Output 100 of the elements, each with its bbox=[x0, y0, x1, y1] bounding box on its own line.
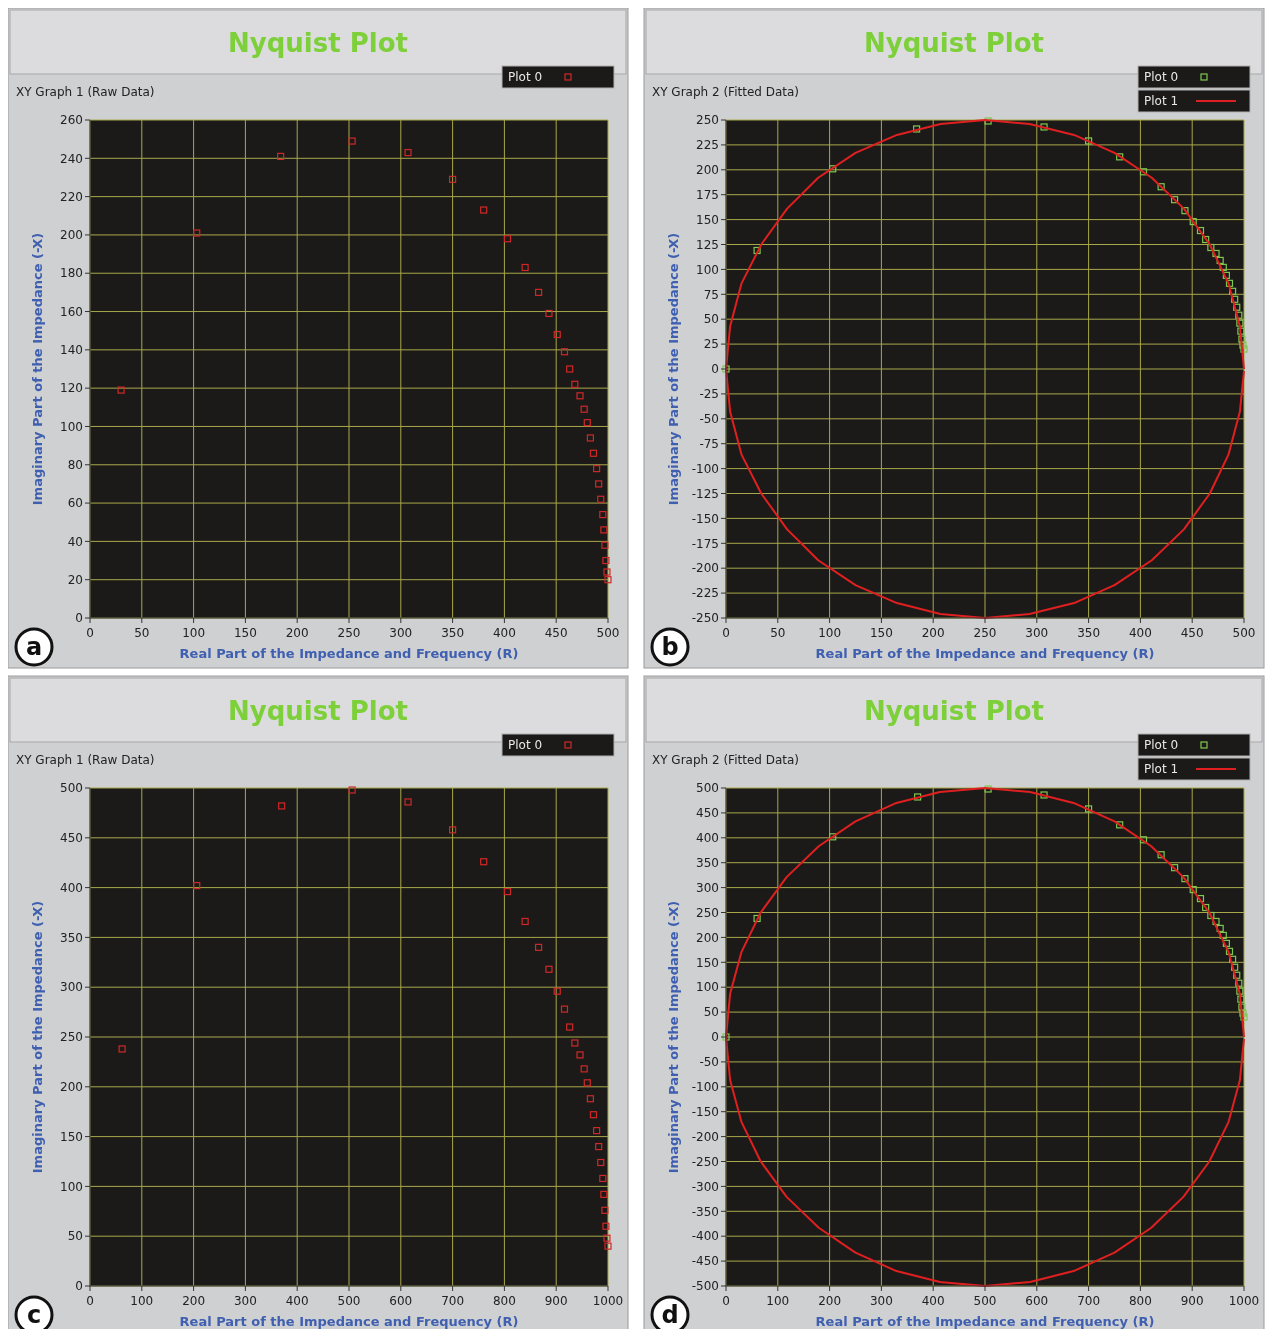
y-tick-label: 150 bbox=[60, 1129, 83, 1144]
x-tick-label: 400 bbox=[921, 1294, 945, 1308]
y-tick-label: 300 bbox=[696, 880, 719, 895]
y-tick-label: 0 bbox=[75, 611, 83, 626]
point bbox=[600, 526, 608, 534]
point bbox=[1189, 885, 1197, 894]
y-tick-label: 200 bbox=[60, 228, 83, 243]
y-tick-label: -25 bbox=[699, 387, 719, 402]
x-tick-label: 500 bbox=[596, 626, 620, 640]
point bbox=[1116, 821, 1124, 829]
y-tick-label: -175 bbox=[691, 536, 719, 551]
point bbox=[566, 365, 574, 373]
point bbox=[449, 826, 457, 834]
y-tick-label: 450 bbox=[60, 831, 83, 845]
y-tick-label: -150 bbox=[691, 1104, 719, 1119]
chart-subtitle: XY Graph 2 (Fitted Data) bbox=[652, 753, 800, 767]
y-tick-label: 200 bbox=[696, 930, 719, 945]
point bbox=[449, 175, 457, 183]
y-tick-label: -250 bbox=[691, 1154, 719, 1169]
point bbox=[553, 330, 561, 339]
point bbox=[404, 798, 412, 806]
point bbox=[1229, 955, 1237, 963]
y-tick-label: -200 bbox=[691, 1129, 719, 1144]
x-axis-title: Real Part of the Impedance and Frequency (R) bbox=[179, 646, 519, 661]
x-tick-label: 200 bbox=[921, 626, 945, 640]
point bbox=[1237, 327, 1245, 335]
point bbox=[1196, 894, 1205, 903]
point bbox=[1157, 851, 1165, 859]
y-tick-label: 500 bbox=[60, 781, 83, 796]
point bbox=[1222, 939, 1230, 947]
y-tick-label: 400 bbox=[696, 831, 719, 845]
point bbox=[1170, 196, 1179, 204]
point bbox=[597, 1158, 605, 1167]
x-tick-label: 100 bbox=[766, 1294, 790, 1308]
point bbox=[118, 1045, 126, 1053]
x-tick-label: 250 bbox=[337, 626, 361, 640]
point bbox=[1240, 1013, 1248, 1021]
point bbox=[348, 786, 356, 794]
point bbox=[1207, 911, 1215, 920]
y-tick-label: 350 bbox=[60, 930, 83, 945]
point bbox=[1222, 271, 1230, 279]
x-tick-label: 50 bbox=[770, 626, 786, 640]
point bbox=[589, 1111, 598, 1119]
point bbox=[984, 785, 992, 793]
y-axis-title: Imaginary Part of the Impedance (-X) bbox=[30, 232, 45, 506]
x-tick-label: 600 bbox=[1025, 1294, 1049, 1308]
point bbox=[534, 288, 543, 296]
x-tick-label: 700 bbox=[441, 1294, 465, 1308]
point bbox=[1157, 183, 1165, 191]
point bbox=[595, 1142, 603, 1151]
y-tick-label: 100 bbox=[696, 980, 719, 995]
point bbox=[593, 1127, 601, 1135]
point bbox=[503, 235, 512, 243]
y-tick-label: 75 bbox=[703, 287, 719, 302]
point bbox=[480, 206, 488, 214]
x-tick-label: 150 bbox=[233, 626, 257, 640]
point bbox=[599, 1174, 607, 1183]
x-tick-label: 1000 bbox=[1228, 1294, 1260, 1308]
x-tick-label: 250 bbox=[973, 626, 997, 640]
legend-label: Plot 0 bbox=[1144, 738, 1179, 752]
point bbox=[1231, 963, 1239, 971]
x-tick-label: 900 bbox=[1180, 1294, 1204, 1308]
y-tick-label: 150 bbox=[696, 212, 719, 227]
point bbox=[1238, 1003, 1246, 1011]
point bbox=[404, 148, 412, 157]
x-tick-label: 300 bbox=[233, 1294, 257, 1308]
point bbox=[599, 510, 607, 519]
y-tick-label: 50 bbox=[703, 312, 719, 327]
chart-subtitle: XY Graph 2 (Fitted Data) bbox=[652, 85, 800, 99]
chart-title: Nyquist Plot bbox=[864, 28, 1044, 58]
point bbox=[1229, 287, 1237, 295]
point bbox=[829, 833, 837, 841]
x-tick-label: 300 bbox=[869, 1294, 893, 1308]
y-tick-label: 250 bbox=[60, 1030, 83, 1045]
point bbox=[545, 965, 553, 973]
point bbox=[601, 541, 609, 549]
point bbox=[1231, 295, 1239, 303]
point bbox=[1225, 279, 1234, 287]
y-tick-label: 100 bbox=[696, 262, 719, 277]
point bbox=[580, 405, 588, 413]
y-tick-label: 100 bbox=[60, 1179, 83, 1194]
point bbox=[571, 380, 579, 388]
y-tick-label: 160 bbox=[60, 304, 83, 319]
x-axis-title: Real Part of the Impedance and Frequency (R) bbox=[815, 1314, 1155, 1329]
y-tick-label: 140 bbox=[60, 343, 83, 358]
point bbox=[1202, 903, 1210, 912]
point bbox=[1240, 345, 1248, 353]
x-tick-label: 200 bbox=[182, 1294, 206, 1308]
point bbox=[1238, 335, 1246, 343]
chart-title: Nyquist Plot bbox=[228, 28, 408, 58]
point bbox=[1219, 263, 1227, 272]
y-axis-title: Imaginary Part of the Impedance (-X) bbox=[30, 900, 45, 1174]
text: c bbox=[26, 1301, 42, 1329]
point bbox=[604, 1242, 612, 1250]
point bbox=[1239, 1009, 1247, 1017]
x-tick-label: 200 bbox=[285, 626, 309, 640]
chart-subtitle: XY Graph 1 (Raw Data) bbox=[16, 753, 155, 767]
point bbox=[589, 449, 598, 457]
x-tick-label: 350 bbox=[441, 626, 465, 640]
point bbox=[1207, 243, 1215, 252]
